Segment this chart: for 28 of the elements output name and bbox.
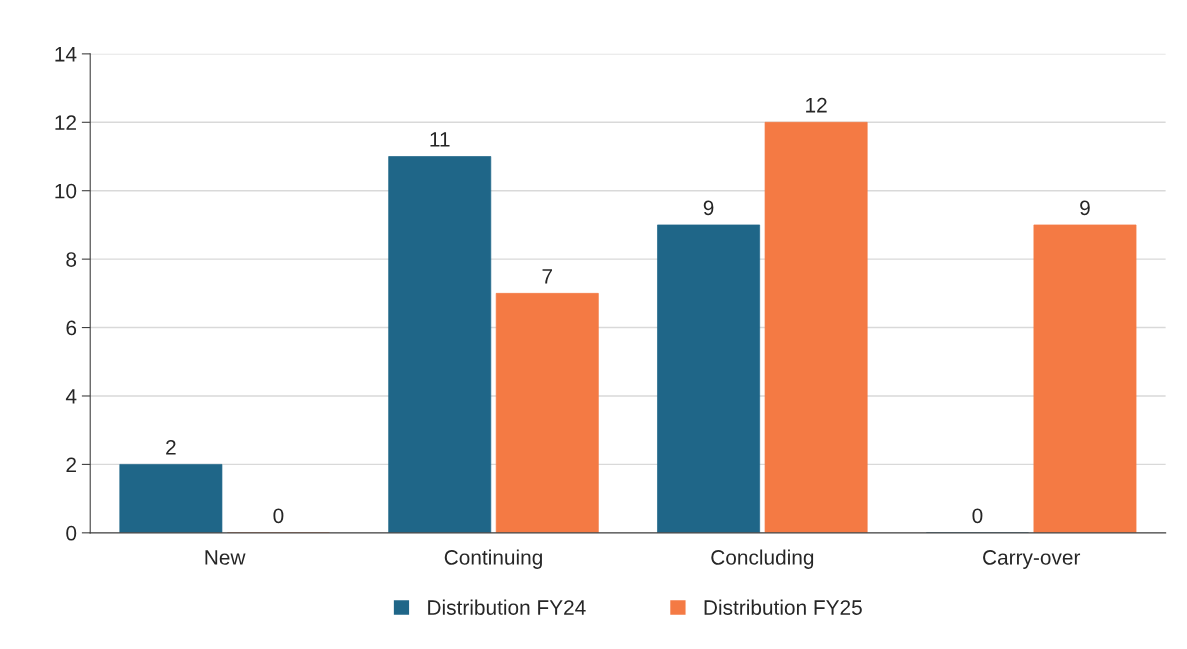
bar [388, 156, 492, 533]
data-label: 9 [1080, 200, 1090, 216]
y-tick-label: 2 [66, 457, 76, 472]
y-tick-label: 10 [55, 183, 77, 199]
data-label: 0 [972, 508, 983, 524]
y-tick-label: 14 [55, 47, 77, 62]
y-tick-label: 4 [65, 389, 77, 404]
data-label: 12 [806, 97, 827, 113]
x-tick-label: Continuing [444, 549, 542, 569]
y-tick-label: 12 [55, 115, 76, 130]
data-label: 9 [703, 200, 714, 216]
x-tick-label: New [205, 550, 246, 565]
y-tick-label: 6 [66, 320, 77, 336]
bar [764, 121, 868, 533]
bar [1033, 224, 1137, 533]
data-label: 7 [542, 269, 553, 284]
x-tick-label: Concluding [711, 549, 814, 569]
legend-label: Distribution FY24 [428, 599, 586, 615]
x-tick-label: Carry-over [983, 550, 1081, 569]
y-tick-label: 8 [66, 252, 77, 267]
legend-label: Distribution FY25 [704, 599, 862, 615]
bar [657, 224, 761, 533]
bar [119, 464, 223, 533]
y-tick-label: 0 [66, 525, 77, 541]
data-label: 11 [430, 132, 450, 147]
bar [495, 293, 599, 533]
data-label: 2 [166, 439, 176, 455]
data-label: 0 [273, 508, 284, 524]
